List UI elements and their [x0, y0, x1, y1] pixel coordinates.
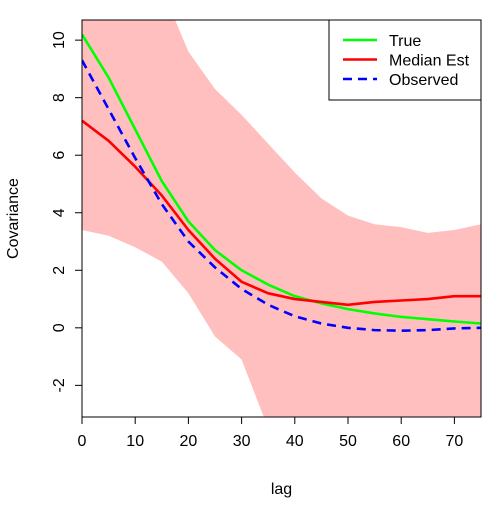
x-tick-label: 10 [126, 433, 144, 450]
x-tick-label: 40 [286, 433, 304, 450]
x-axis: 0 10 20 30 40 50 60 70 [78, 417, 464, 450]
legend-label: Observed [389, 72, 458, 89]
plot-frame [81, 19, 482, 418]
series-layer [82, 33, 481, 332]
legend-label: Median Est [389, 53, 470, 70]
legend-label: True [389, 33, 421, 50]
y-tick-label: 6 [51, 151, 68, 160]
y-tick-label: 8 [51, 93, 68, 102]
x-tick-label: 60 [392, 433, 410, 450]
confidence-band-layer [82, 20, 481, 417]
x-tick-label: 50 [339, 433, 357, 450]
y-tick-label: -2 [51, 378, 68, 392]
x-axis-label: lag [271, 481, 292, 498]
confidence-band [82, 20, 481, 417]
legend: True Median Est Observed [328, 19, 482, 101]
x-tick-label: 70 [446, 433, 464, 450]
y-tick-label: 4 [51, 208, 68, 217]
series-line-true [82, 33, 481, 325]
y-tick-label: 2 [51, 266, 68, 275]
x-tick-label: 0 [78, 433, 87, 450]
y-tick-label: 0 [51, 323, 68, 332]
y-axis: -2 0 2 4 6 8 10 [51, 31, 82, 392]
series-line-observed [82, 59, 481, 332]
x-tick-label: 20 [180, 433, 198, 450]
x-tick-label: 30 [233, 433, 251, 450]
y-tick-label: 10 [51, 31, 68, 49]
y-axis-label: Covariance [5, 178, 22, 259]
